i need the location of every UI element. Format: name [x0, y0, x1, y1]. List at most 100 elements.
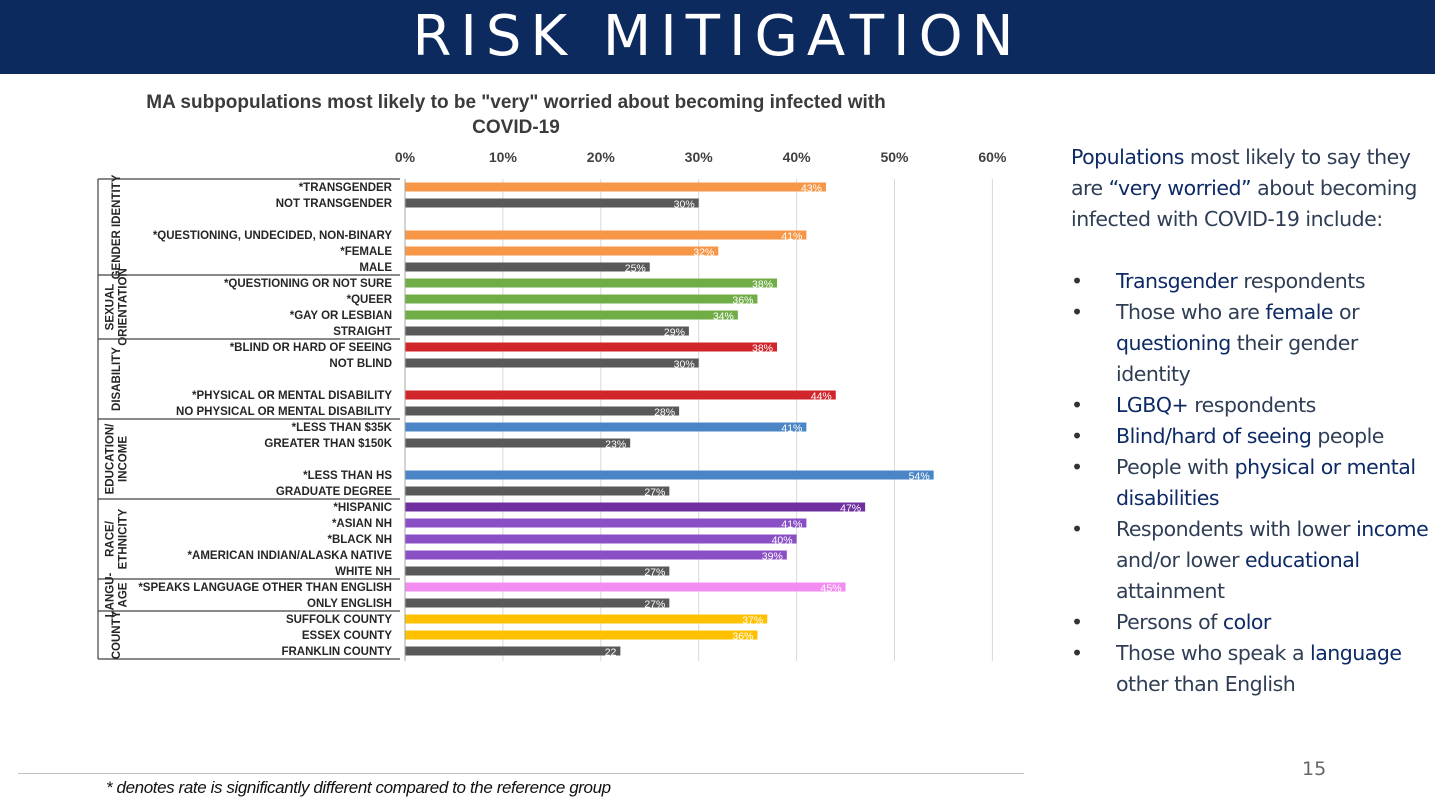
- bullet-highlight: female: [1265, 300, 1334, 324]
- chart-title-line-2: COVID-19: [472, 117, 560, 138]
- summary-bullet: • Persons of color: [1071, 607, 1435, 638]
- bar: [405, 358, 699, 368]
- title-banner: RISK MITIGATION: [0, 0, 1435, 74]
- category-label: NOT TRANSGENDER: [276, 198, 393, 210]
- category-label: SUFFOLK COUNTY: [286, 614, 392, 626]
- data-label: 25%: [625, 263, 646, 275]
- bullet-highlight: educational: [1245, 548, 1360, 572]
- footnote: * denotes rate is significantly differen…: [106, 778, 611, 797]
- category-label: *LESS THAN $35K: [292, 422, 393, 434]
- category-label: *SPEAKS LANGUAGE OTHER THAN ENGLISH: [138, 582, 392, 594]
- bar: [405, 646, 621, 656]
- data-label: 44%: [811, 391, 832, 403]
- category-label: FRANKLIN COUNTY: [281, 646, 392, 658]
- data-label: 27%: [644, 599, 665, 611]
- bullet-icon: •: [1071, 517, 1083, 541]
- category-label: WHITE NH: [335, 566, 392, 578]
- x-tick-label: 50%: [880, 149, 909, 165]
- summary-list: • Transgender respondents • Those who are f…: [1071, 266, 1435, 700]
- summary-bullet: • LGBQ+ respondents: [1071, 390, 1435, 421]
- category-label: GRADUATE DEGREE: [276, 486, 392, 498]
- category-label: *ASIAN NH: [332, 518, 392, 530]
- bullet-text: attainment: [1116, 579, 1225, 603]
- group-label: AGE: [118, 582, 130, 607]
- summary-bullet: • Those who are female or questioning the…: [1071, 297, 1435, 390]
- data-label: 40%: [772, 535, 793, 547]
- bullet-text: Persons of: [1116, 610, 1223, 634]
- data-label: 41%: [781, 519, 802, 531]
- category-label: MALE: [359, 262, 392, 274]
- data-label: 36%: [732, 631, 753, 643]
- group-label: SEXUAL: [105, 284, 117, 331]
- bullet-icon: •: [1071, 424, 1083, 448]
- bar: [405, 262, 650, 272]
- category-label: *GAY OR LESBIAN: [290, 310, 392, 322]
- bar: [405, 582, 846, 592]
- bullet-icon: •: [1071, 641, 1083, 665]
- data-label: 36%: [732, 295, 753, 307]
- bar: [405, 182, 826, 192]
- bullet-icon: •: [1071, 269, 1083, 293]
- bullet-highlight: LGBQ+: [1116, 393, 1189, 417]
- category-label: GREATER THAN $150K: [264, 438, 392, 450]
- intro-highlight: Populations: [1071, 145, 1184, 169]
- category-label: STRAIGHT: [333, 326, 392, 338]
- bullet-highlight: language: [1310, 641, 1402, 665]
- group-label: INCOME: [118, 436, 130, 482]
- summary-intro: Populations most likely to say they are …: [1071, 142, 1435, 235]
- bullet-highlight: color: [1222, 610, 1271, 634]
- bullet-text: Those who speak a: [1116, 641, 1311, 665]
- data-label: 30%: [674, 199, 695, 211]
- data-label: 41%: [781, 423, 802, 435]
- page-number: 15: [1302, 758, 1327, 780]
- data-label: 38%: [752, 343, 773, 355]
- bar: [405, 230, 807, 240]
- category-label: *FEMALE: [340, 246, 392, 258]
- bullet-highlight: questioning: [1116, 331, 1231, 355]
- group-label: ETHNICITY: [118, 508, 130, 569]
- category-label: *TRANSGENDER: [299, 182, 393, 194]
- bar: [405, 246, 719, 256]
- slide-title: RISK MITIGATION: [412, 4, 1023, 69]
- category-label: *LESS THAN HS: [303, 470, 392, 482]
- bar: [405, 630, 758, 640]
- chart-title-line-1: MA subpopulations most likely to be "ver…: [146, 92, 886, 113]
- bullet-highlight: Transgender: [1116, 269, 1238, 293]
- data-label: 23%: [605, 439, 626, 451]
- bullet-highlight: Blind/hard of seeing: [1116, 424, 1312, 448]
- bar: [405, 326, 689, 336]
- category-label: *PHYSICAL OR MENTAL DISABILITY: [192, 390, 392, 402]
- group-label: LANGU-: [105, 572, 117, 617]
- x-tick-label: 10%: [489, 149, 518, 165]
- bar: [405, 518, 807, 528]
- data-label: 45%: [821, 583, 842, 595]
- group-label: DISABILITY: [111, 347, 123, 411]
- bar: [405, 502, 866, 512]
- bullet-icon: •: [1071, 300, 1083, 324]
- category-label: *QUEER: [347, 294, 393, 306]
- x-tick-label: 0%: [395, 149, 416, 165]
- bar: [405, 422, 807, 432]
- category-label: *HISPANIC: [333, 502, 392, 514]
- bar: [405, 438, 631, 448]
- x-tick-label: 30%: [685, 149, 714, 165]
- intro-text: about becoming infected with COVID-19 in…: [1071, 176, 1417, 231]
- data-label: 47%: [840, 503, 861, 515]
- intro-highlight: “very worried”: [1108, 176, 1252, 200]
- group-label: EDUCATION/: [105, 423, 117, 495]
- data-label: 43%: [801, 183, 822, 195]
- summary-bullet: • Those who speak a language other than E…: [1071, 638, 1435, 700]
- category-label: NOT BLIND: [329, 358, 392, 370]
- bar: [405, 310, 738, 320]
- bullet-text: other than English: [1116, 672, 1296, 696]
- bullet-text: People with: [1116, 455, 1235, 479]
- bullet-text: respondents: [1188, 393, 1316, 417]
- category-label: ONLY ENGLISH: [307, 598, 392, 610]
- bar: [405, 406, 680, 416]
- data-label: 30%: [674, 359, 695, 371]
- data-label: 34%: [713, 311, 734, 323]
- bar: [405, 198, 699, 208]
- bar: [405, 278, 778, 288]
- summary-bullet: • People with physical or mental disabili…: [1071, 452, 1435, 514]
- group-label: GENDER IDENTITY: [111, 174, 123, 279]
